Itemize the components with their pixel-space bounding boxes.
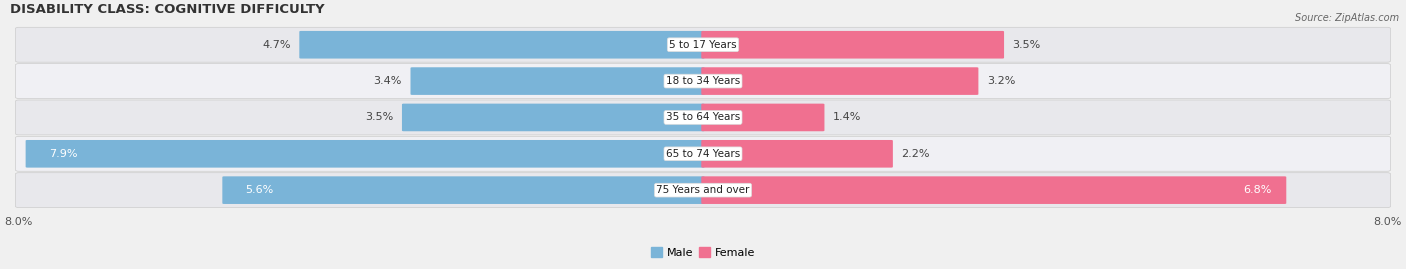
FancyBboxPatch shape bbox=[702, 31, 1004, 59]
FancyBboxPatch shape bbox=[702, 140, 893, 168]
Text: 65 to 74 Years: 65 to 74 Years bbox=[666, 149, 740, 159]
Text: 3.2%: 3.2% bbox=[987, 76, 1015, 86]
Text: Source: ZipAtlas.com: Source: ZipAtlas.com bbox=[1295, 13, 1399, 23]
Text: 4.7%: 4.7% bbox=[263, 40, 291, 50]
FancyBboxPatch shape bbox=[222, 176, 704, 204]
Text: 75 Years and over: 75 Years and over bbox=[657, 185, 749, 195]
Text: 18 to 34 Years: 18 to 34 Years bbox=[666, 76, 740, 86]
FancyBboxPatch shape bbox=[702, 176, 1286, 204]
Text: 5.6%: 5.6% bbox=[246, 185, 274, 195]
Text: 3.5%: 3.5% bbox=[366, 112, 394, 122]
FancyBboxPatch shape bbox=[15, 64, 1391, 98]
FancyBboxPatch shape bbox=[15, 27, 1391, 62]
Text: 35 to 64 Years: 35 to 64 Years bbox=[666, 112, 740, 122]
FancyBboxPatch shape bbox=[15, 136, 1391, 171]
FancyBboxPatch shape bbox=[411, 67, 704, 95]
Legend: Male, Female: Male, Female bbox=[647, 243, 759, 262]
Text: 7.9%: 7.9% bbox=[49, 149, 77, 159]
FancyBboxPatch shape bbox=[402, 104, 704, 131]
Text: 3.5%: 3.5% bbox=[1012, 40, 1040, 50]
FancyBboxPatch shape bbox=[702, 67, 979, 95]
Text: 2.2%: 2.2% bbox=[901, 149, 929, 159]
Text: 3.4%: 3.4% bbox=[374, 76, 402, 86]
Text: 5 to 17 Years: 5 to 17 Years bbox=[669, 40, 737, 50]
Text: 1.4%: 1.4% bbox=[832, 112, 862, 122]
FancyBboxPatch shape bbox=[15, 100, 1391, 135]
FancyBboxPatch shape bbox=[702, 104, 824, 131]
FancyBboxPatch shape bbox=[299, 31, 704, 59]
Text: DISABILITY CLASS: COGNITIVE DIFFICULTY: DISABILITY CLASS: COGNITIVE DIFFICULTY bbox=[10, 3, 325, 16]
FancyBboxPatch shape bbox=[25, 140, 704, 168]
FancyBboxPatch shape bbox=[15, 173, 1391, 208]
Text: 6.8%: 6.8% bbox=[1243, 185, 1272, 195]
